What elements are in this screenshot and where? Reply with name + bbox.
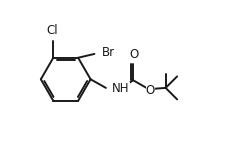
- Text: Br: Br: [102, 46, 115, 59]
- Text: O: O: [146, 84, 155, 97]
- Text: NH: NH: [112, 82, 130, 95]
- Text: Cl: Cl: [46, 24, 58, 37]
- Text: O: O: [129, 48, 138, 61]
